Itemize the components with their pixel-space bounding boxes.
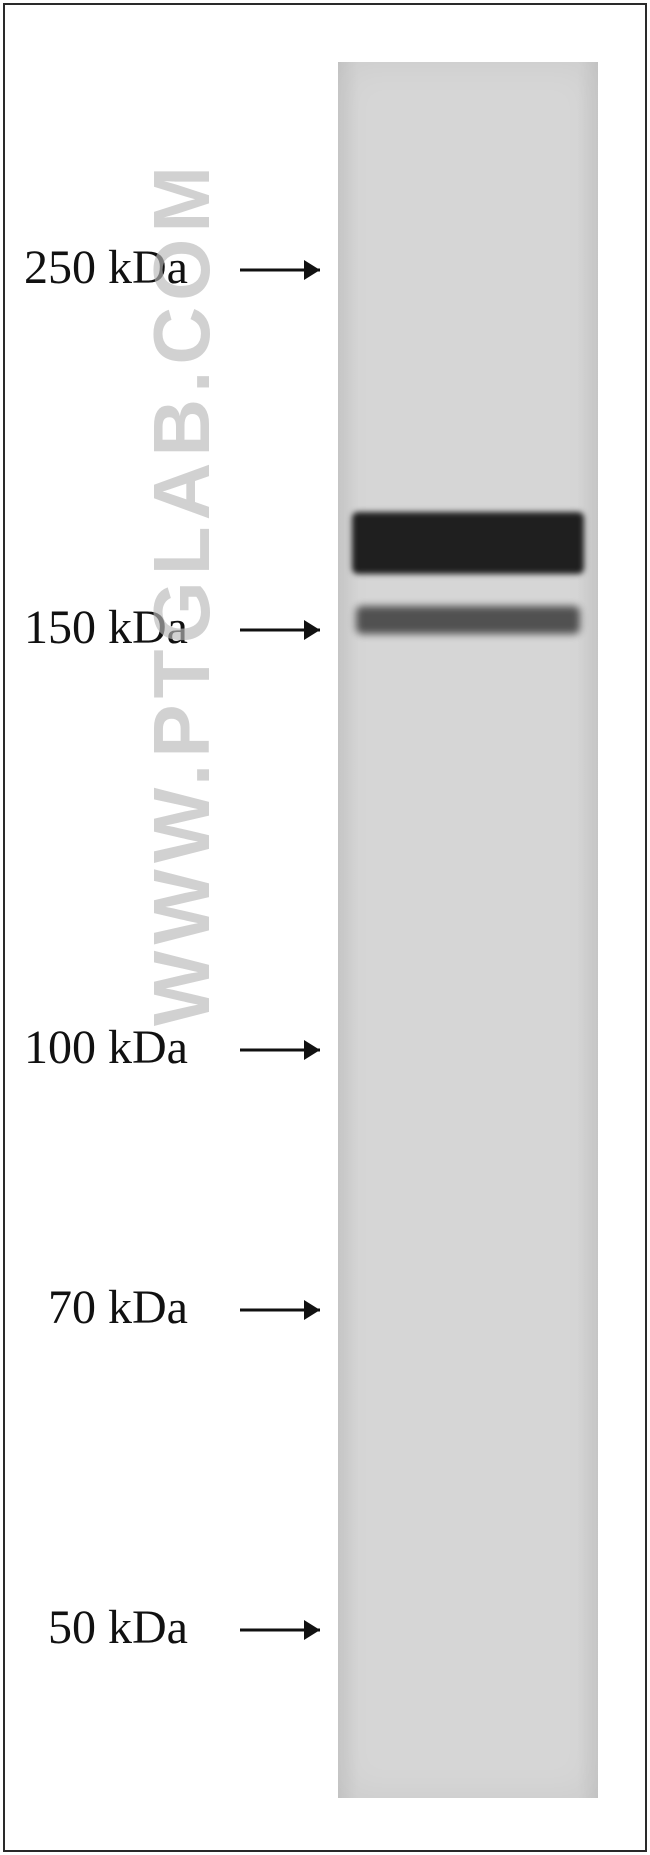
blot-band [352, 512, 584, 574]
blot-lane [338, 62, 598, 1798]
arrow-right-icon [240, 1610, 340, 1650]
mw-label: 250 kDa [24, 240, 188, 295]
blot-band [356, 606, 580, 634]
arrow-right-icon [240, 610, 340, 650]
mw-label: 100 kDa [24, 1020, 188, 1075]
arrow-right-icon [240, 1290, 340, 1330]
arrow-right-icon [240, 1030, 340, 1070]
mw-label: 50 kDa [48, 1600, 188, 1655]
arrow-right-icon [240, 250, 340, 290]
mw-label: 70 kDa [48, 1280, 188, 1335]
mw-label: 150 kDa [24, 600, 188, 655]
